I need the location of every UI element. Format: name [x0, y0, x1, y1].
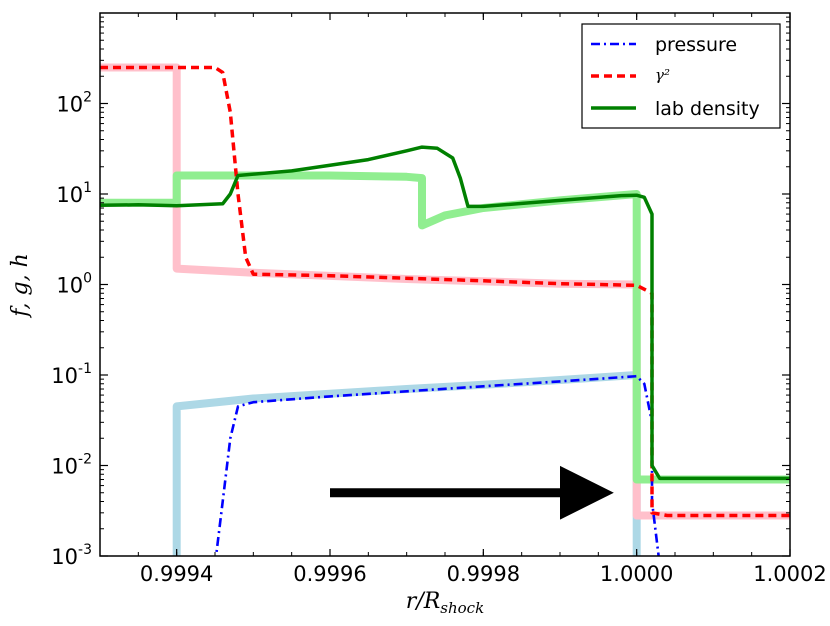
y-axis-label: f, g, h [8, 253, 33, 319]
y-tick-label: 100 [56, 271, 92, 298]
series-layer [100, 63, 790, 556]
legend-box [581, 23, 781, 129]
y-tick-label: 10-1 [51, 361, 92, 388]
x-tick-label: 0.9994 [140, 562, 213, 586]
x-tick-label: 0.9998 [447, 562, 520, 586]
legend-label-pressure: pressure [655, 34, 737, 56]
y-tick-label: 101 [56, 180, 92, 207]
legend: pressure γ² lab density [581, 23, 781, 129]
x-tick-label: 1.0000 [600, 562, 673, 586]
series-lab-density [100, 145, 790, 481]
y-tick-label: 10-2 [51, 452, 92, 479]
x-tick-label: 0.9996 [293, 562, 366, 586]
y-tick-label: 10-3 [51, 542, 92, 569]
x-tick-label: 1.0002 [753, 562, 826, 586]
y-tick-label: 102 [56, 90, 92, 117]
tick-layer: 0.9994 0.9996 0.9998 1.0000 1.0002 10-3 10-2 10… [51, 13, 827, 586]
legend-label-gamma-squared: γ² [655, 66, 670, 84]
legend-label-lab-density: lab density [655, 98, 760, 120]
